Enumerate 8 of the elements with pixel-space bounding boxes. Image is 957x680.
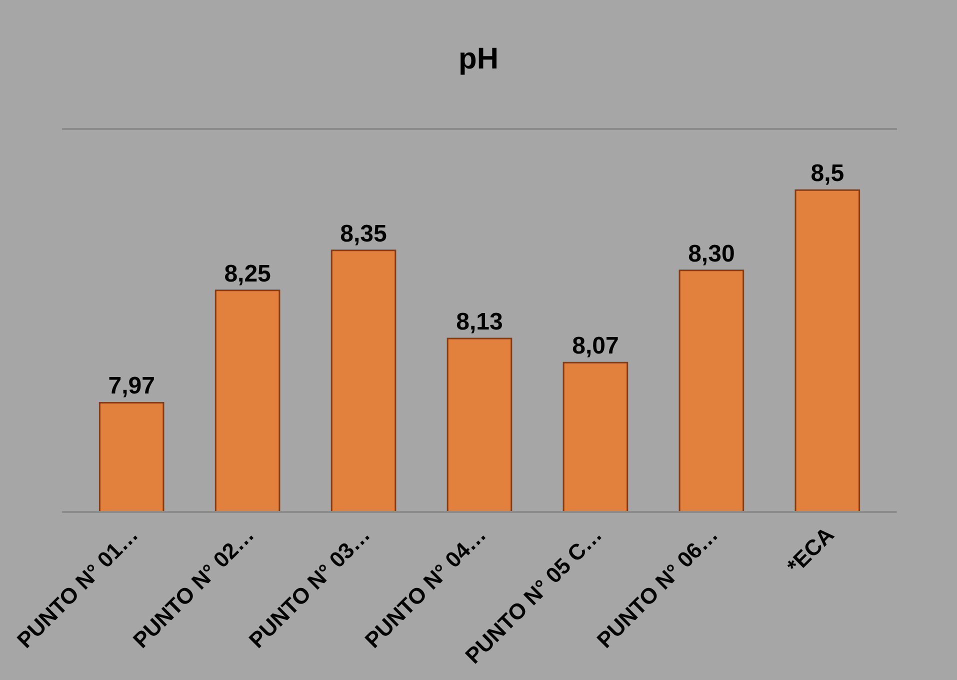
data-label: 8,5 [810,160,844,188]
chart-title: pH [458,42,498,76]
data-label: 7,97 [108,372,155,400]
data-label: 8,30 [688,240,735,268]
data-label: 8,25 [224,260,271,288]
data-label: 8,07 [572,332,619,360]
data-label: 8,13 [456,308,503,336]
data-label: 8,35 [340,220,387,248]
